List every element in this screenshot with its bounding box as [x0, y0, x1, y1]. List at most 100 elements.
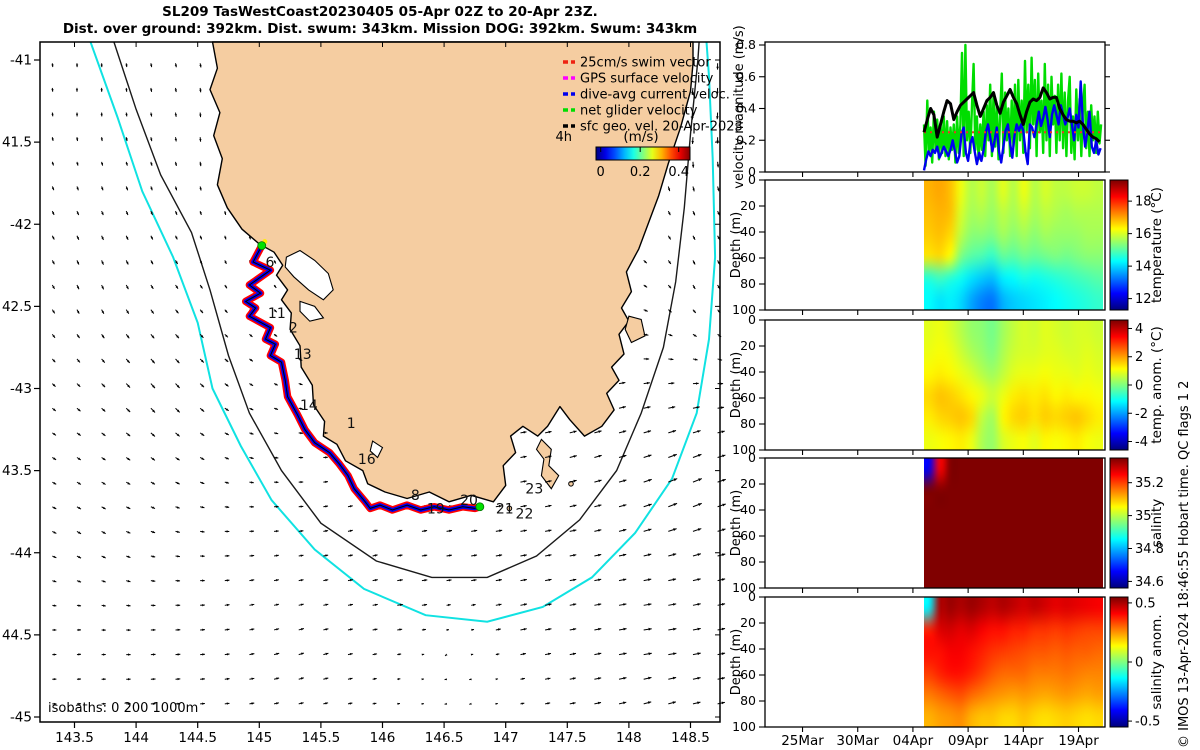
svg-text:20: 20 [460, 493, 478, 509]
svg-text:20: 20 [740, 615, 756, 630]
svg-text:0.8: 0.8 [736, 37, 756, 52]
track-end-marker [475, 502, 485, 512]
svg-text:09Apr: 09Apr [948, 733, 989, 749]
salinity-heatmap [923, 458, 1103, 588]
series-net-glider-velocity [922, 43, 1103, 167]
isobath-1000m [89, 41, 717, 623]
svg-text:14Apr: 14Apr [1003, 733, 1044, 749]
svg-text:-43: -43 [10, 381, 32, 397]
svg-text:8: 8 [411, 488, 420, 504]
svg-text:18: 18 [1135, 195, 1152, 210]
small-island [506, 505, 513, 512]
svg-text:0: 0 [748, 164, 756, 179]
svg-text:0: 0 [748, 589, 756, 604]
svg-text:100: 100 [732, 580, 756, 595]
map-title-line1: SL209 TasWestCoast20230405 05-Apr 02Z to… [162, 4, 598, 20]
svg-text:2: 2 [1135, 350, 1143, 365]
map-title-line2: Dist. over ground: 392km. Dist. swum: 34… [62, 21, 698, 37]
salinity-ylabel: Depth (m) [729, 490, 744, 557]
svg-text:0.6: 0.6 [736, 69, 756, 84]
svg-text:0: 0 [1135, 656, 1143, 671]
svg-text:-41: -41 [10, 53, 32, 69]
svg-text:35: 35 [1135, 509, 1152, 524]
svg-text:146.5: 146.5 [425, 730, 464, 746]
maria-island [624, 315, 646, 344]
svg-text:34.8: 34.8 [1135, 542, 1164, 557]
svg-text:145.5: 145.5 [302, 730, 341, 746]
svg-text:40: 40 [740, 364, 756, 379]
svg-text:04Apr: 04Apr [893, 733, 934, 749]
track-centerline [244, 245, 480, 511]
svg-text:4: 4 [1135, 322, 1143, 337]
svg-text:0: 0 [597, 165, 605, 180]
svg-text:16: 16 [358, 452, 376, 468]
macquarie-harbour [284, 249, 334, 301]
temperature-colorbar [1110, 180, 1128, 310]
svg-text:11: 11 [268, 306, 286, 322]
svg-text:22: 22 [516, 506, 534, 522]
svg-text:-44: -44 [10, 545, 32, 561]
svg-text:20: 20 [740, 476, 756, 491]
svg-text:146: 146 [370, 730, 396, 746]
svg-text:100: 100 [732, 302, 756, 317]
svg-text:16: 16 [1135, 227, 1152, 242]
svg-text:0.5: 0.5 [1135, 596, 1156, 611]
isobaths-label: isobaths: 0 200 1000m [48, 701, 198, 716]
salinity_anom-colorbar-title: salinity anom. [1149, 614, 1165, 709]
panel-salinity: 0 20 40 60 80 100 Depth (m) 35.2 35 34.8 34.6 salin… [729, 450, 1165, 595]
svg-text:100: 100 [732, 442, 756, 457]
svg-text:-2: -2 [1135, 407, 1148, 422]
temperature-ylabel: Depth (m) [729, 212, 744, 279]
svg-text:-4: -4 [1135, 435, 1148, 450]
svg-text:60: 60 [740, 250, 756, 265]
legend-duration-label: 4h [555, 130, 572, 145]
svg-text:80: 80 [740, 693, 756, 708]
svg-text:144: 144 [123, 730, 149, 746]
svg-text:0.4: 0.4 [736, 101, 756, 116]
temp_anom-heatmap [923, 320, 1103, 450]
svg-text:80: 80 [740, 276, 756, 291]
svg-text:25Mar: 25Mar [781, 733, 824, 749]
waypoint-labels: 6 112 13 14 1 16 8 19 20 21 22 23 [265, 255, 543, 522]
salinity-colorbar [1110, 458, 1128, 588]
temp_anom-colorbar [1110, 320, 1128, 450]
legend-label-3: net glider velocity [580, 104, 698, 119]
temp_anom-ylabel: Depth (m) [729, 352, 744, 419]
svg-text:20: 20 [740, 338, 756, 353]
svg-text:0: 0 [1135, 379, 1143, 394]
map-axes: 143.5 144 144.5 145 145.5 146 146.5 147 147.5 148… [2, 41, 721, 746]
series-sfc-geo-vel-20-apr-2023 [922, 86, 1101, 143]
legend-label-2: dive-avg current veloc. [580, 88, 730, 103]
svg-text:14: 14 [300, 398, 318, 414]
svg-text:41.5: 41.5 [2, 135, 32, 151]
series-dive-avg-current-veloc- [922, 80, 1102, 171]
svg-text:19: 19 [427, 501, 445, 517]
tasmania-landmass [209, 41, 694, 503]
legend-colorbar [595, 146, 691, 161]
svg-text:14: 14 [1135, 260, 1152, 275]
svg-text:40: 40 [740, 224, 756, 239]
svg-text:0.4: 0.4 [668, 165, 689, 180]
svg-text:80: 80 [740, 554, 756, 569]
salinity_anom-ylabel: Depth (m) [729, 629, 744, 696]
panel-temperature: 0 20 40 60 80 100 Depth (m) 18 16 14 12temperature… [729, 172, 1165, 317]
svg-text:60: 60 [740, 528, 756, 543]
svg-text:34.6: 34.6 [1135, 575, 1164, 590]
svg-text:35.2: 35.2 [1135, 476, 1164, 491]
salinity_anom-heatmap [923, 597, 1103, 727]
svg-text:147: 147 [493, 730, 519, 746]
svg-text:148: 148 [616, 730, 642, 746]
svg-text:80: 80 [740, 416, 756, 431]
svg-text:6: 6 [265, 255, 274, 271]
svg-text:12: 12 [1135, 292, 1152, 307]
svg-text:40: 40 [740, 502, 756, 517]
velocity-ylabel: velocity magnitude (m/s) [732, 25, 747, 188]
svg-text:20: 20 [740, 198, 756, 213]
legend-label-4: sfc geo. vel. 20-Apr-2023 [580, 120, 743, 135]
svg-text:0: 0 [748, 450, 756, 465]
